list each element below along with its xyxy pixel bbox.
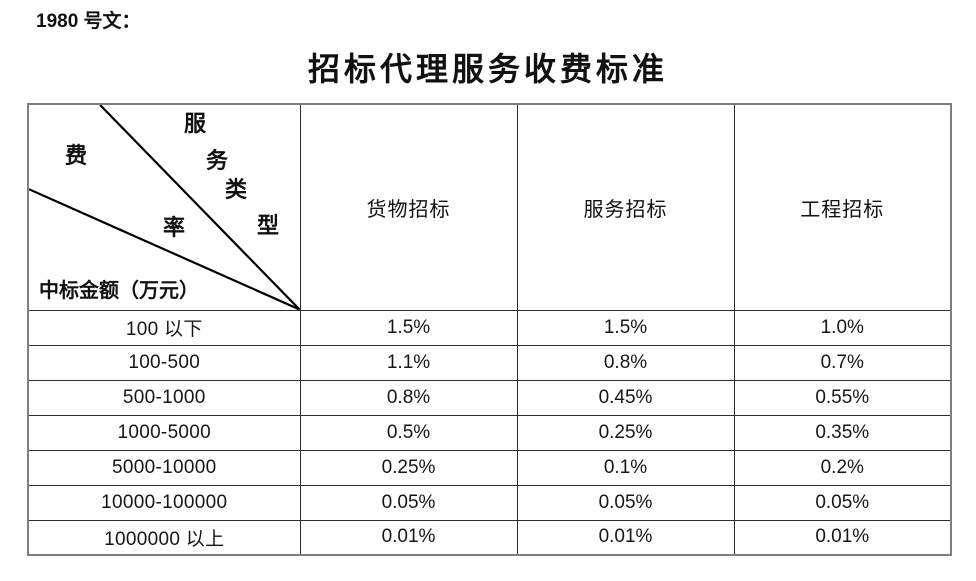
rate-value-cell: 1.5%: [299, 309, 518, 346]
rate-value-cell: 1.1%: [299, 344, 518, 381]
rate-value-cell: 0.01%: [733, 519, 952, 556]
table-row: 500-1000 0.8% 0.45% 0.55%: [27, 379, 952, 416]
rate-value-cell: 0.8%: [299, 379, 518, 416]
diagonal-divider-lines: [29, 105, 299, 309]
rate-value-cell: 0.8%: [516, 344, 735, 381]
corner-label-amount: 中标金额（万元）: [39, 279, 199, 302]
table-row: 5000-10000 0.25% 0.1% 0.2%: [27, 449, 952, 486]
amount-range-cell: 5000-10000: [27, 449, 301, 486]
corner-label-service-type-char: 服: [184, 111, 207, 136]
table-row: 1000-5000 0.5% 0.25% 0.35%: [27, 414, 952, 451]
amount-range-cell: 1000-5000: [27, 414, 301, 451]
fee-table: 服 务 类 型 费 率 中标金额（万元） 货物招标 服务招标 工程招标 100 …: [27, 103, 952, 556]
table-row: 100-500 1.1% 0.8% 0.7%: [27, 344, 952, 381]
corner-label-service-type-char: 务: [206, 148, 229, 173]
rate-value-cell: 1.0%: [733, 309, 952, 346]
rate-value-cell: 0.1%: [516, 449, 735, 486]
rate-value-cell: 0.05%: [516, 484, 735, 521]
rate-value-cell: 0.5%: [299, 414, 518, 451]
rate-value-cell: 0.7%: [733, 344, 952, 381]
rate-value-cell: 0.55%: [733, 379, 952, 416]
column-header-works-bidding: 工程招标: [733, 103, 952, 311]
rate-value-cell: 1.5%: [516, 309, 735, 346]
amount-range-cell: 500-1000: [27, 379, 301, 416]
table-row: 100 以下 1.5% 1.5% 1.0%: [27, 309, 952, 346]
doc-number-label: 1980 号文：: [36, 11, 141, 32]
corner-label-rate-char: 率: [163, 215, 186, 240]
table-body: 100 以下 1.5% 1.5% 1.0% 100-500 1.1% 0.8% 0.7% 500…: [27, 309, 952, 556]
corner-label-rate-char: 费: [65, 143, 88, 168]
rate-value-cell: 0.01%: [299, 519, 518, 556]
amount-range-cell: 1000000 以上: [27, 519, 301, 556]
rate-value-cell: 0.25%: [516, 414, 735, 451]
amount-range-cell: 100-500: [27, 344, 301, 381]
table-header-row: 服 务 类 型 费 率 中标金额（万元） 货物招标 服务招标 工程招标: [27, 103, 952, 311]
amount-range-cell: 100 以下: [27, 309, 301, 346]
page-title: 招标代理服务收费标准: [307, 51, 668, 87]
amount-range-cell: 10000-100000: [27, 484, 301, 521]
corner-label-service-type-char: 类: [225, 177, 248, 202]
column-header-service-bidding: 服务招标: [516, 103, 735, 311]
rate-value-cell: 0.45%: [516, 379, 735, 416]
table-row: 1000000 以上 0.01% 0.01% 0.01%: [27, 519, 952, 556]
rate-value-cell: 0.2%: [733, 449, 952, 486]
corner-label-service-type-char: 型: [257, 213, 280, 238]
rate-value-cell: 0.25%: [299, 449, 518, 486]
column-header-goods-bidding: 货物招标: [299, 103, 518, 311]
table-row: 10000-100000 0.05% 0.05% 0.05%: [27, 484, 952, 521]
rate-value-cell: 0.01%: [516, 519, 735, 556]
rate-value-cell: 0.35%: [733, 414, 952, 451]
diagonal-header-cell: 服 务 类 型 费 率 中标金额（万元）: [27, 103, 301, 311]
rate-value-cell: 0.05%: [299, 484, 518, 521]
rate-value-cell: 0.05%: [733, 484, 952, 521]
